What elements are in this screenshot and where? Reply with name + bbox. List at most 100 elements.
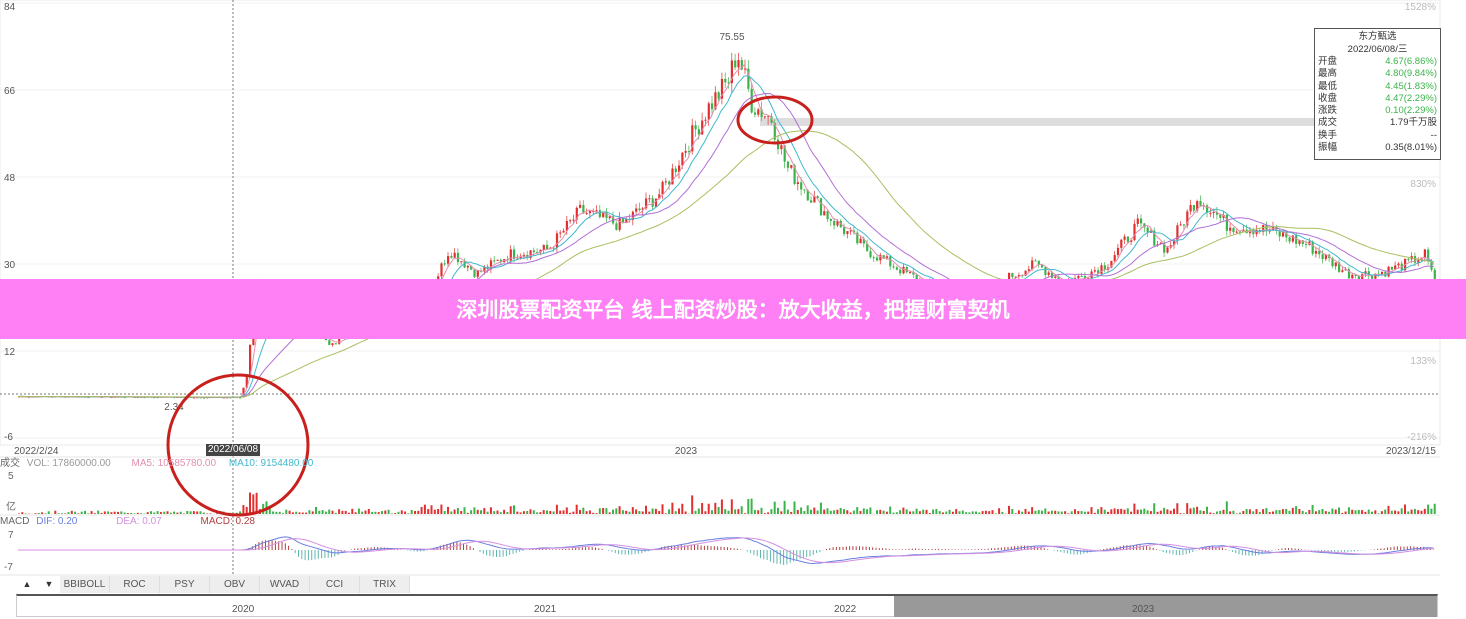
volume-bar [321, 510, 324, 514]
volume-bar [361, 511, 364, 514]
candle-body [717, 92, 720, 99]
tab-wvad[interactable]: WVAD [260, 576, 310, 593]
volume-bar [641, 511, 644, 514]
volume-bar [509, 506, 512, 514]
candle-body [819, 198, 823, 216]
tab-obv[interactable]: OBV [210, 576, 260, 593]
candle-body [1344, 269, 1347, 271]
volume-bar [354, 512, 357, 514]
volume-bar [1140, 509, 1142, 514]
volume-bar [1153, 503, 1156, 514]
candle-body [678, 165, 681, 173]
candle-body [674, 168, 677, 173]
info-value: 4.67(6.86%) [1385, 56, 1437, 67]
candle-body [829, 219, 832, 221]
candle-body [1219, 214, 1222, 218]
x-tick-label: 2023 [675, 446, 698, 457]
volume-bar [1430, 508, 1433, 514]
volume-bar [37, 513, 40, 514]
volume-bar [994, 513, 997, 514]
volume-bar [932, 509, 935, 514]
volume-bar [130, 512, 133, 514]
volume-bar [1011, 508, 1014, 514]
volume-bar [1245, 509, 1248, 514]
ma5-line [17, 64, 1435, 399]
volume-bar [1361, 510, 1364, 514]
candle-body [1087, 278, 1090, 280]
volume-bar [1199, 510, 1202, 514]
volume-bar [579, 509, 581, 514]
volume-bar [757, 510, 760, 514]
volume-bar [1149, 511, 1152, 514]
volume-bar [420, 506, 423, 514]
candle-body [882, 255, 885, 259]
volume-bar [740, 506, 743, 514]
candle-body [1123, 236, 1126, 240]
volume-bar [103, 511, 106, 514]
volume-bar [661, 504, 664, 514]
candle-body [1044, 267, 1047, 275]
candle-body [156, 397, 159, 399]
volume-bar [615, 508, 618, 514]
volume-bar [1057, 511, 1060, 514]
info-row: 换手 -- [1318, 130, 1437, 142]
volume-bar [166, 511, 169, 514]
x-tick-label: 2023/12/15 [1386, 446, 1436, 457]
tab-bbiboll[interactable]: BBIBOLL [60, 576, 110, 593]
candle-body [1275, 226, 1278, 231]
volume-bar [1262, 509, 1265, 514]
candle-body [1413, 256, 1417, 263]
candle-body [1380, 271, 1384, 275]
volume-bar [1314, 511, 1317, 514]
navigator-selection[interactable] [894, 596, 1437, 617]
candle-body [1024, 270, 1027, 276]
tab-roc[interactable]: ROC [110, 576, 160, 593]
volume-bar [1235, 513, 1238, 514]
tab-trix[interactable]: TRIX [360, 576, 410, 593]
volume-bar [1182, 513, 1185, 514]
candle-body [1423, 249, 1426, 258]
candle-body [1199, 201, 1202, 206]
volume-bar [1298, 508, 1301, 514]
time-navigator[interactable]: 2020 2021 2022 2023 [16, 594, 1438, 617]
volume-bar [1097, 509, 1100, 514]
info-row: 收盘 4.47(2.29%) [1318, 93, 1437, 105]
volume-bar [958, 511, 961, 514]
volume-bar [199, 511, 202, 514]
volume-bar [585, 511, 588, 514]
volume-bar [1163, 507, 1166, 514]
candle-body [648, 198, 651, 200]
volume-bar [374, 511, 377, 514]
volume-bar [1433, 503, 1436, 514]
volume-bar [691, 495, 694, 514]
candle-body [1182, 224, 1186, 226]
candle-body [1054, 276, 1057, 278]
info-value: 0.35(8.01%) [1385, 142, 1437, 154]
volume-bar [714, 502, 717, 514]
volume-bar [552, 511, 555, 514]
volume-bar [1344, 511, 1347, 514]
info-label: 涨跌 [1318, 105, 1338, 117]
volume-bar [1090, 507, 1093, 514]
volume-bar [1301, 510, 1304, 514]
scroll-down-button[interactable]: ▼ [38, 576, 60, 593]
candle-body [1011, 272, 1014, 278]
volume-bar [1285, 508, 1288, 514]
candle-body [1232, 227, 1235, 233]
tab-psy[interactable]: PSY [160, 576, 210, 593]
info-label: 最高 [1318, 68, 1338, 80]
candle-body [800, 182, 803, 190]
candle-body [569, 220, 572, 222]
volume-bar [648, 511, 651, 514]
volume-tick-top: 5 [8, 471, 14, 482]
volume-unit: 亿 [6, 502, 16, 513]
tab-cci[interactable]: CCI [310, 576, 360, 593]
candle-body [658, 194, 661, 199]
candle-body [671, 168, 674, 185]
volume-bar [1400, 508, 1403, 514]
volume-bar [21, 512, 24, 514]
volume-bar [654, 508, 657, 514]
scroll-up-button[interactable]: ▲ [16, 576, 38, 593]
candle-body [1057, 276, 1060, 281]
info-label: 振幅 [1318, 142, 1338, 154]
